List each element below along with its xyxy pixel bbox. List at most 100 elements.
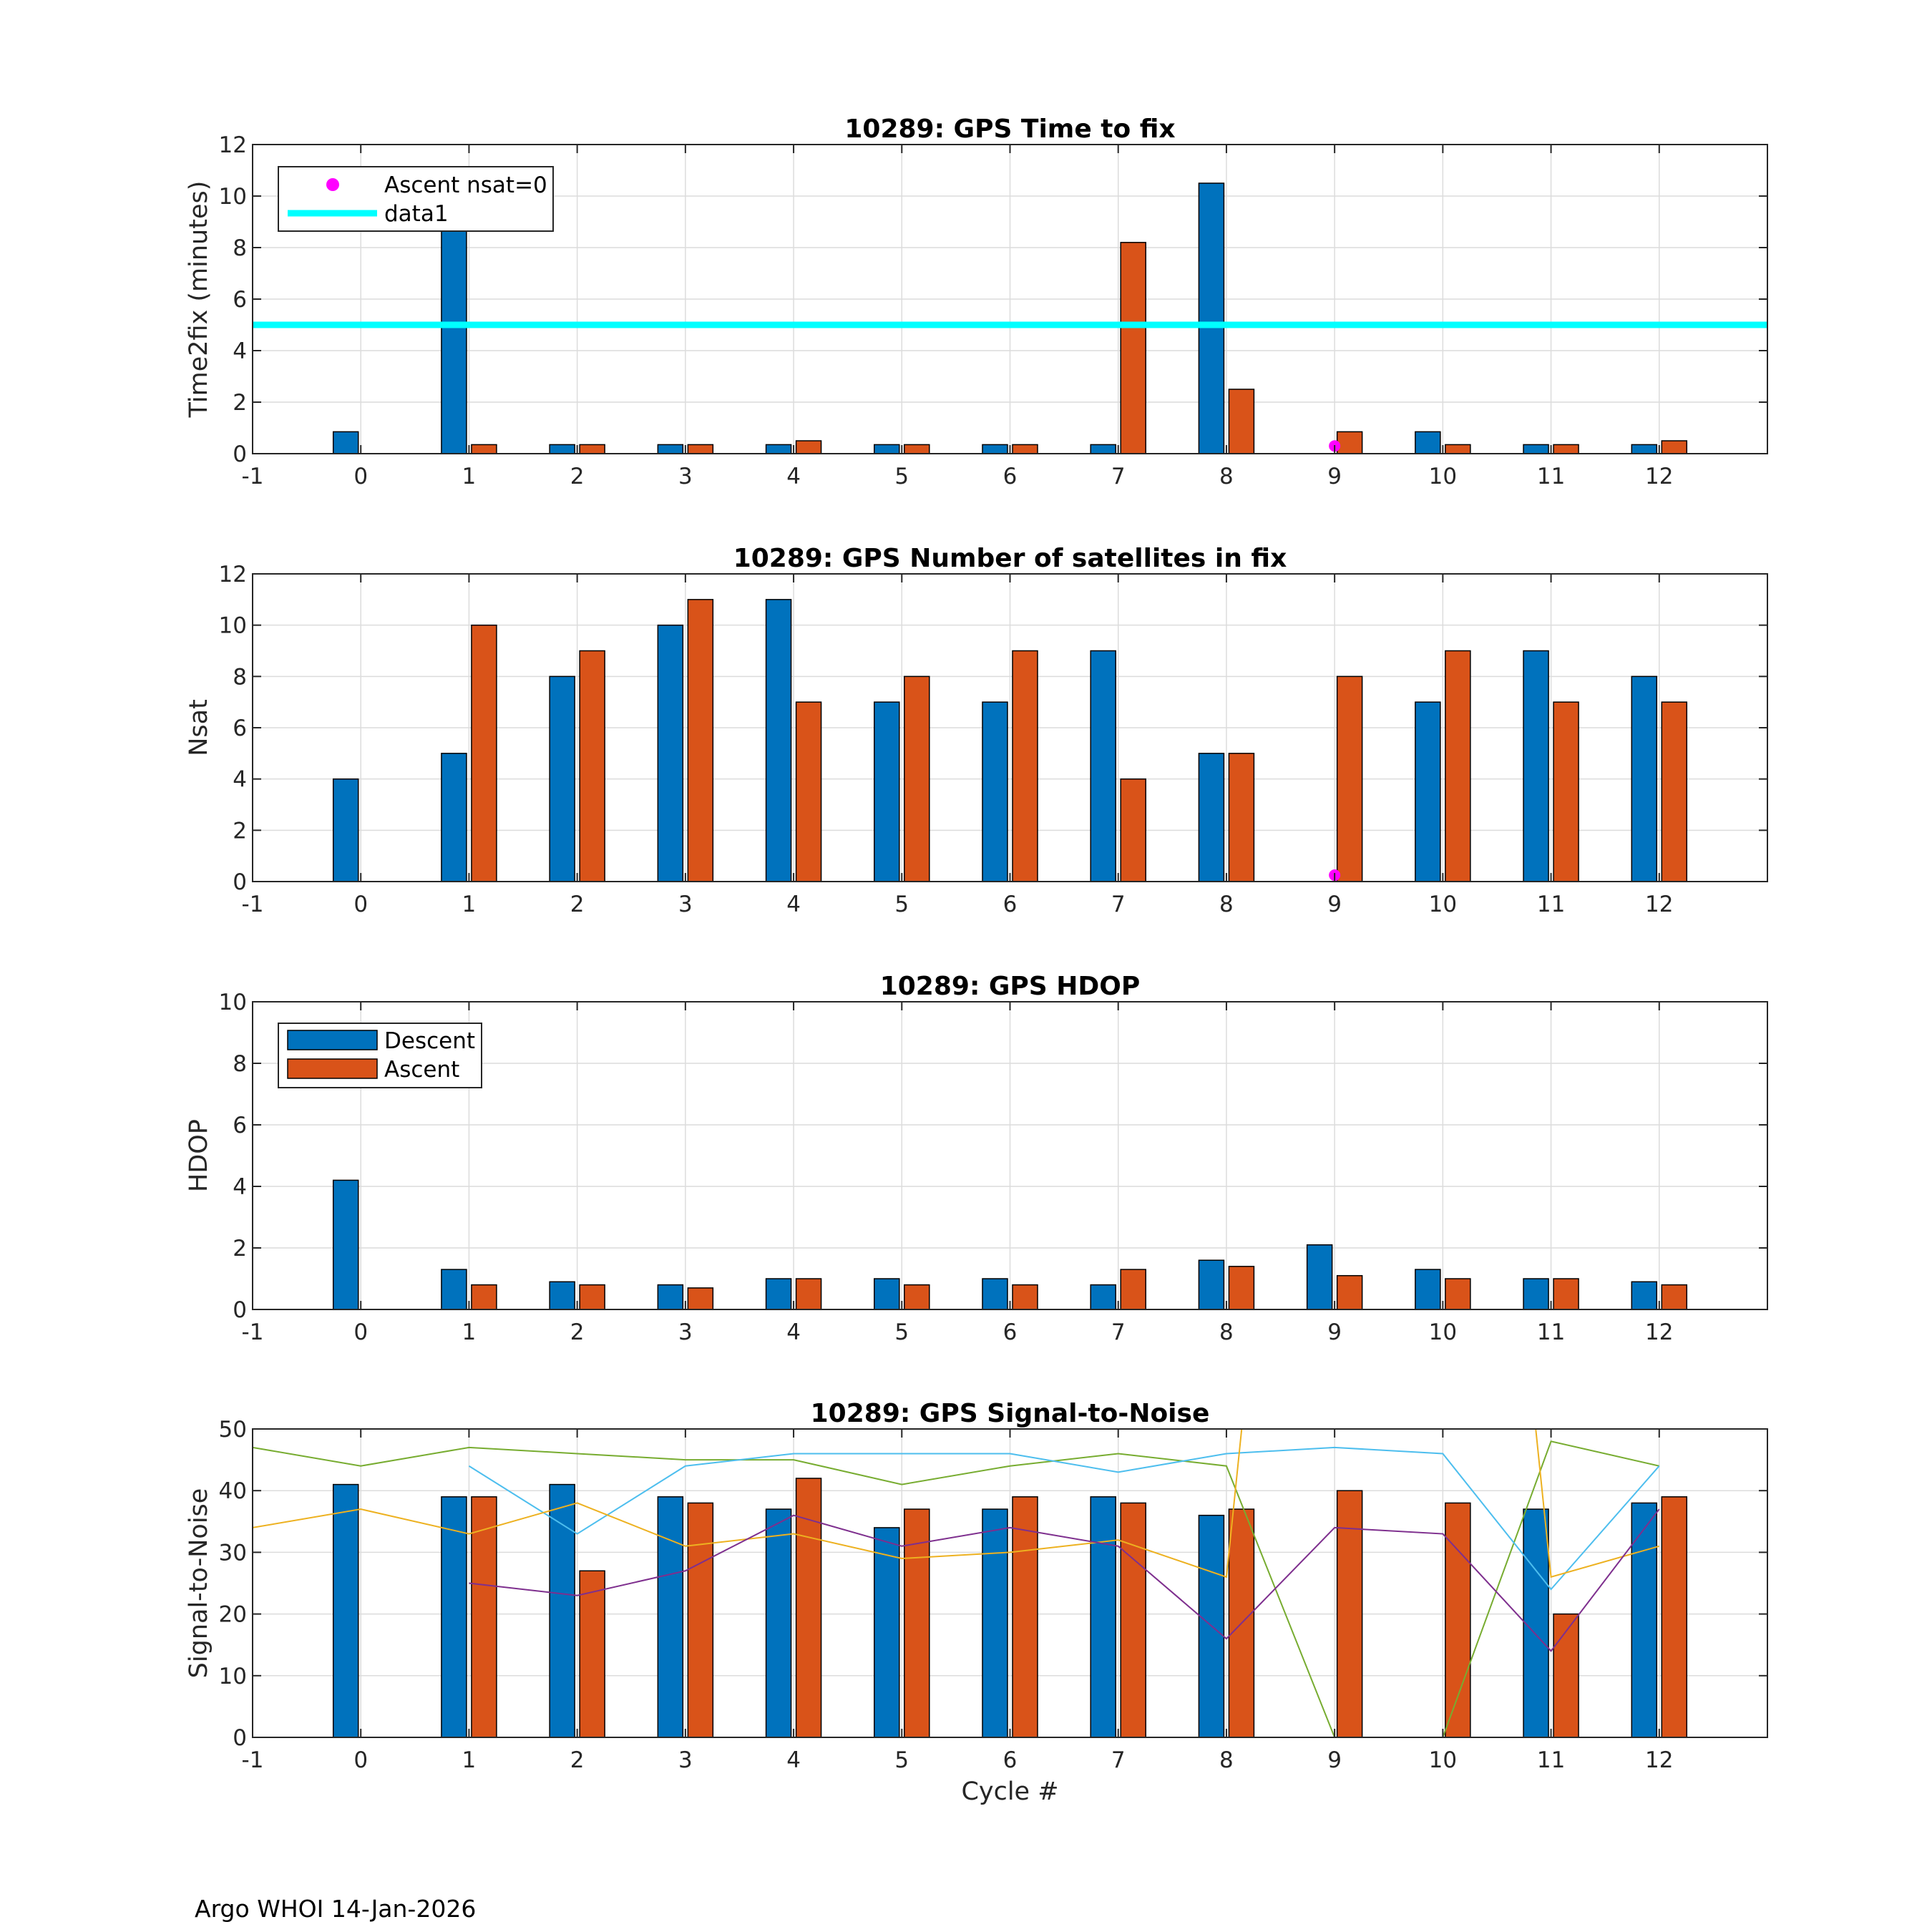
x-tick-label: 12 bbox=[1645, 1747, 1673, 1773]
snr-line-1 bbox=[253, 1440, 1660, 1737]
x-tick-label: 6 bbox=[1003, 892, 1018, 917]
y-tick-label: 4 bbox=[233, 1174, 247, 1200]
bar-descent-4 bbox=[765, 1508, 792, 1737]
bar-ascent-6 bbox=[1012, 1284, 1038, 1309]
bar-descent-3 bbox=[657, 444, 684, 454]
x-tick-label: 11 bbox=[1537, 1747, 1565, 1773]
x-tick-label: 2 bbox=[570, 1747, 585, 1773]
bar-descent-10 bbox=[1415, 1269, 1441, 1309]
bar-ascent-6 bbox=[1012, 1496, 1038, 1737]
chart-title: 10289: GPS Number of satellites in fix bbox=[733, 544, 1287, 573]
x-tick-label: 1 bbox=[462, 892, 477, 917]
x-tick-label: 3 bbox=[678, 1319, 693, 1345]
bar-descent-5 bbox=[874, 1527, 900, 1737]
bar-descent-3 bbox=[657, 1284, 684, 1309]
x-tick-label: 2 bbox=[570, 892, 585, 917]
chart-title: 10289: GPS Signal-to-Noise bbox=[811, 1399, 1210, 1428]
chart-title: 10289: GPS Time to fix bbox=[844, 114, 1175, 144]
bar-ascent-12 bbox=[1661, 440, 1688, 454]
y-tick-label: 6 bbox=[233, 287, 247, 313]
bar-descent-2 bbox=[549, 675, 575, 882]
y-tick-label: 50 bbox=[219, 1417, 247, 1443]
bar-descent-1 bbox=[441, 753, 467, 882]
x-tick-label: 12 bbox=[1645, 1319, 1673, 1345]
x-tick-label: 1 bbox=[462, 464, 477, 489]
bar-ascent-9 bbox=[1336, 431, 1363, 454]
bar-ascent-5 bbox=[904, 1508, 930, 1737]
bar-ascent-3 bbox=[687, 1287, 714, 1309]
bar-ascent-10 bbox=[1445, 1502, 1471, 1737]
x-tick-label: 10 bbox=[1429, 1747, 1457, 1773]
y-tick-label: 0 bbox=[233, 1725, 247, 1751]
bar-ascent-1 bbox=[471, 1496, 497, 1737]
bar-ascent-9 bbox=[1336, 1274, 1363, 1309]
y-tick-label: 8 bbox=[233, 1051, 247, 1077]
bar-ascent-12 bbox=[1661, 701, 1688, 882]
x-tick-label: 7 bbox=[1111, 1319, 1126, 1345]
x-tick-label: 7 bbox=[1111, 1747, 1126, 1773]
snr-line-2 bbox=[468, 1446, 1660, 1591]
bar-ascent-7 bbox=[1120, 1269, 1146, 1309]
legend-descent-swatch bbox=[287, 1030, 378, 1050]
x-tick-label: 3 bbox=[678, 464, 693, 489]
x-tick-label: 10 bbox=[1429, 892, 1457, 917]
bar-descent-7 bbox=[1090, 1496, 1116, 1737]
bar-ascent-11 bbox=[1553, 444, 1579, 454]
bar-ascent-2 bbox=[579, 650, 605, 882]
x-tick-label: 12 bbox=[1645, 892, 1673, 917]
bar-descent-1 bbox=[441, 221, 467, 454]
x-tick-label: 10 bbox=[1429, 1319, 1457, 1345]
bar-descent-8 bbox=[1198, 753, 1225, 882]
bar-descent-2 bbox=[549, 1483, 575, 1737]
x-tick-label: 8 bbox=[1219, 464, 1234, 489]
x-tick-label: 7 bbox=[1111, 464, 1126, 489]
bar-ascent-6 bbox=[1012, 650, 1038, 882]
y-axis-label: Signal-to-Noise bbox=[185, 1488, 213, 1679]
x-tick-label: 0 bbox=[353, 464, 368, 489]
bar-descent-6 bbox=[982, 1278, 1008, 1309]
bar-ascent-2 bbox=[579, 1570, 605, 1737]
snr-line-5 bbox=[469, 1508, 1660, 1652]
x-tick-label: 8 bbox=[1219, 1747, 1234, 1773]
x-tick-label: 10 bbox=[1429, 464, 1457, 489]
bar-ascent-8 bbox=[1228, 1266, 1255, 1309]
bar-ascent-11 bbox=[1553, 701, 1579, 882]
bar-ascent-5 bbox=[904, 444, 930, 454]
legend-label: data1 bbox=[384, 201, 449, 227]
bar-descent-11 bbox=[1523, 650, 1549, 882]
x-tick-label: 6 bbox=[1003, 464, 1018, 489]
bar-ascent-11 bbox=[1553, 1613, 1579, 1737]
bar-ascent-10 bbox=[1445, 650, 1471, 882]
x-tick-label: 7 bbox=[1111, 892, 1126, 917]
bar-descent-2 bbox=[549, 1281, 575, 1309]
y-tick-label: 10 bbox=[219, 184, 247, 210]
bar-descent-12 bbox=[1631, 1502, 1658, 1737]
x-tick-label: 9 bbox=[1327, 464, 1342, 489]
y-tick-label: 12 bbox=[219, 562, 247, 587]
legend-label: Descent bbox=[384, 1028, 475, 1054]
bar-descent-2 bbox=[549, 444, 575, 454]
bar-ascent-3 bbox=[687, 599, 714, 882]
x-tick-label: 4 bbox=[786, 1319, 801, 1345]
legend: Ascent nsat=0 data1 bbox=[278, 166, 554, 232]
x-tick-label: 11 bbox=[1537, 892, 1565, 917]
x-tick-label: 4 bbox=[786, 892, 801, 917]
bar-ascent-8 bbox=[1228, 389, 1255, 454]
bar-ascent-1 bbox=[471, 624, 497, 882]
bar-ascent-3 bbox=[687, 444, 714, 454]
x-tick-label: 3 bbox=[678, 1747, 693, 1773]
y-tick-label: 2 bbox=[233, 818, 247, 844]
y-tick-label: 10 bbox=[219, 613, 247, 639]
y-tick-label: 30 bbox=[219, 1540, 247, 1566]
x-tick-label: 3 bbox=[678, 892, 693, 917]
bar-descent-1 bbox=[441, 1496, 467, 1737]
x-tick-label: 5 bbox=[894, 464, 909, 489]
bar-ascent-2 bbox=[579, 444, 605, 454]
bar-descent-0 bbox=[332, 1179, 359, 1309]
legend-ascent-swatch bbox=[287, 1058, 378, 1079]
legend-marker-icon bbox=[326, 178, 339, 191]
y-tick-label: 8 bbox=[233, 664, 247, 690]
y-tick-label: 2 bbox=[233, 390, 247, 416]
legend-label: Ascent bbox=[384, 1057, 459, 1083]
y-tick-label: 10 bbox=[219, 1664, 247, 1689]
